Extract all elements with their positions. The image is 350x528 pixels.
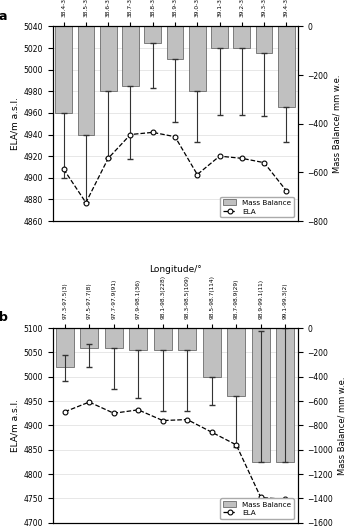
Bar [233,26,250,48]
X-axis label: Longitude/°: Longitude/° [149,265,201,274]
Legend: Mass Balance, ELA: Mass Balance, ELA [220,498,294,519]
Bar [278,26,295,108]
Bar [189,26,206,91]
Legend: Mass Balance, ELA: Mass Balance, ELA [220,196,294,218]
Bar [167,26,183,59]
Bar [144,26,161,43]
Bar [129,328,147,350]
Bar [227,328,245,396]
Bar [211,26,228,48]
Bar [100,26,117,91]
Bar [276,328,294,462]
Bar [256,26,272,53]
Bar [56,328,74,367]
Y-axis label: Mass Balance/ mm w.e.: Mass Balance/ mm w.e. [337,376,346,475]
Bar [80,328,98,347]
Bar [203,328,221,377]
Bar [178,328,196,350]
Text: b: b [0,311,7,324]
Y-axis label: Mass Balance/ mm w.e.: Mass Balance/ mm w.e. [332,74,341,173]
Bar [122,26,139,86]
Bar [55,26,72,113]
Bar [154,328,172,350]
Y-axis label: ELA/m a.s.l.: ELA/m a.s.l. [10,399,19,452]
Bar [252,328,270,462]
Bar [105,328,123,347]
Y-axis label: ELA/m a.s.l.: ELA/m a.s.l. [10,97,19,150]
Bar [78,26,94,135]
Text: a: a [0,10,7,23]
